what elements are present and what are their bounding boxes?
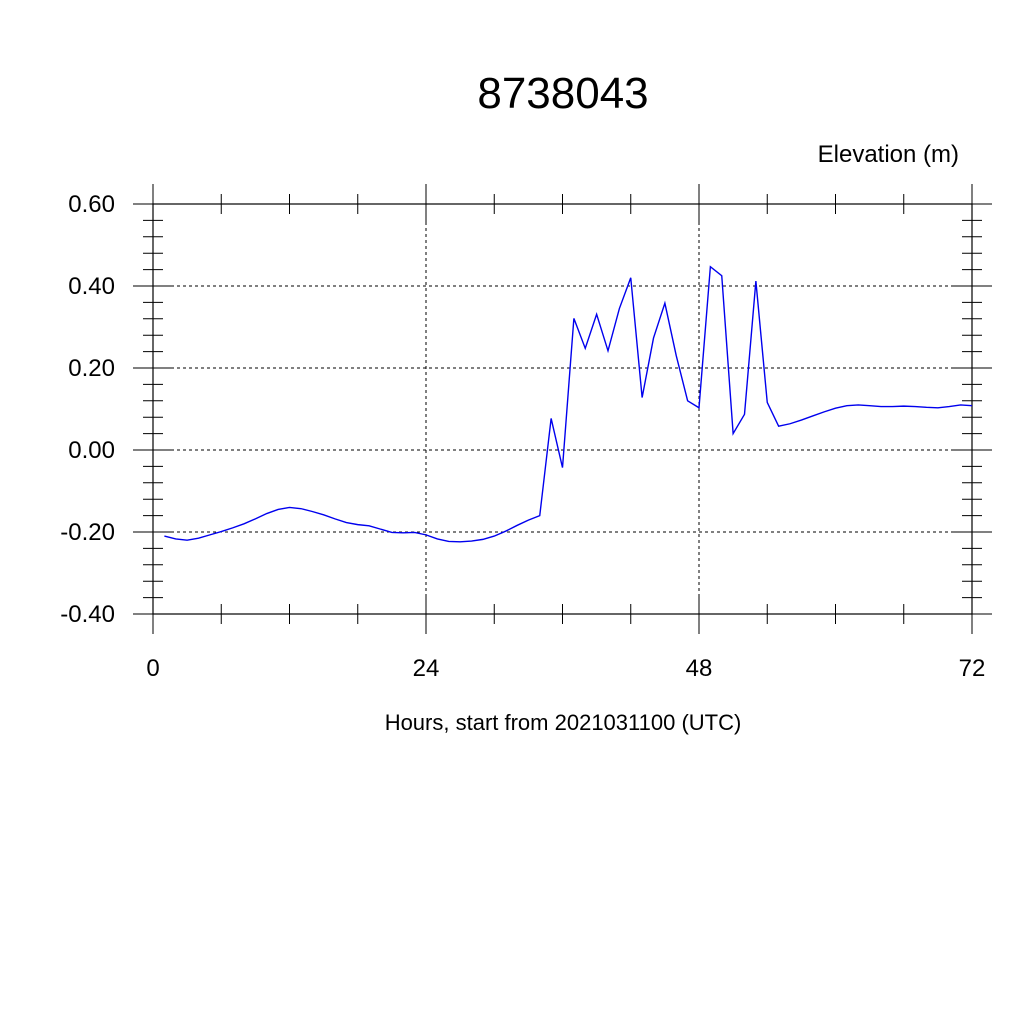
x-axis-label: Hours, start from 2021031100 (UTC) [385, 710, 742, 735]
plot-frame [152, 203, 973, 615]
y-tick-label: -0.40 [60, 601, 115, 628]
x-tick-label: 48 [686, 655, 713, 682]
grid-lines [152, 203, 973, 615]
y-axis-label: Elevation (m) [818, 141, 959, 168]
series-layer [164, 265, 973, 543]
y-tick-label: 0.40 [68, 273, 115, 300]
series-line-0 [164, 265, 973, 543]
x-tick-label: 72 [959, 655, 986, 682]
axis-ticks [133, 184, 992, 634]
chart-title: 8738043 [477, 69, 648, 118]
y-tick-label: 0.00 [68, 437, 115, 464]
plot-border [152, 203, 973, 615]
y-tick-label: 0.60 [68, 191, 115, 218]
x-tick-label: 24 [413, 655, 440, 682]
tick-labels: -0.40 -0.20 0.00 0.20 0.40 0.60 0 24 48 72 [60, 191, 985, 682]
x-tick-label: 0 [146, 655, 159, 682]
y-tick-label: 0.20 [68, 355, 115, 382]
y-tick-label: -0.20 [60, 519, 115, 546]
